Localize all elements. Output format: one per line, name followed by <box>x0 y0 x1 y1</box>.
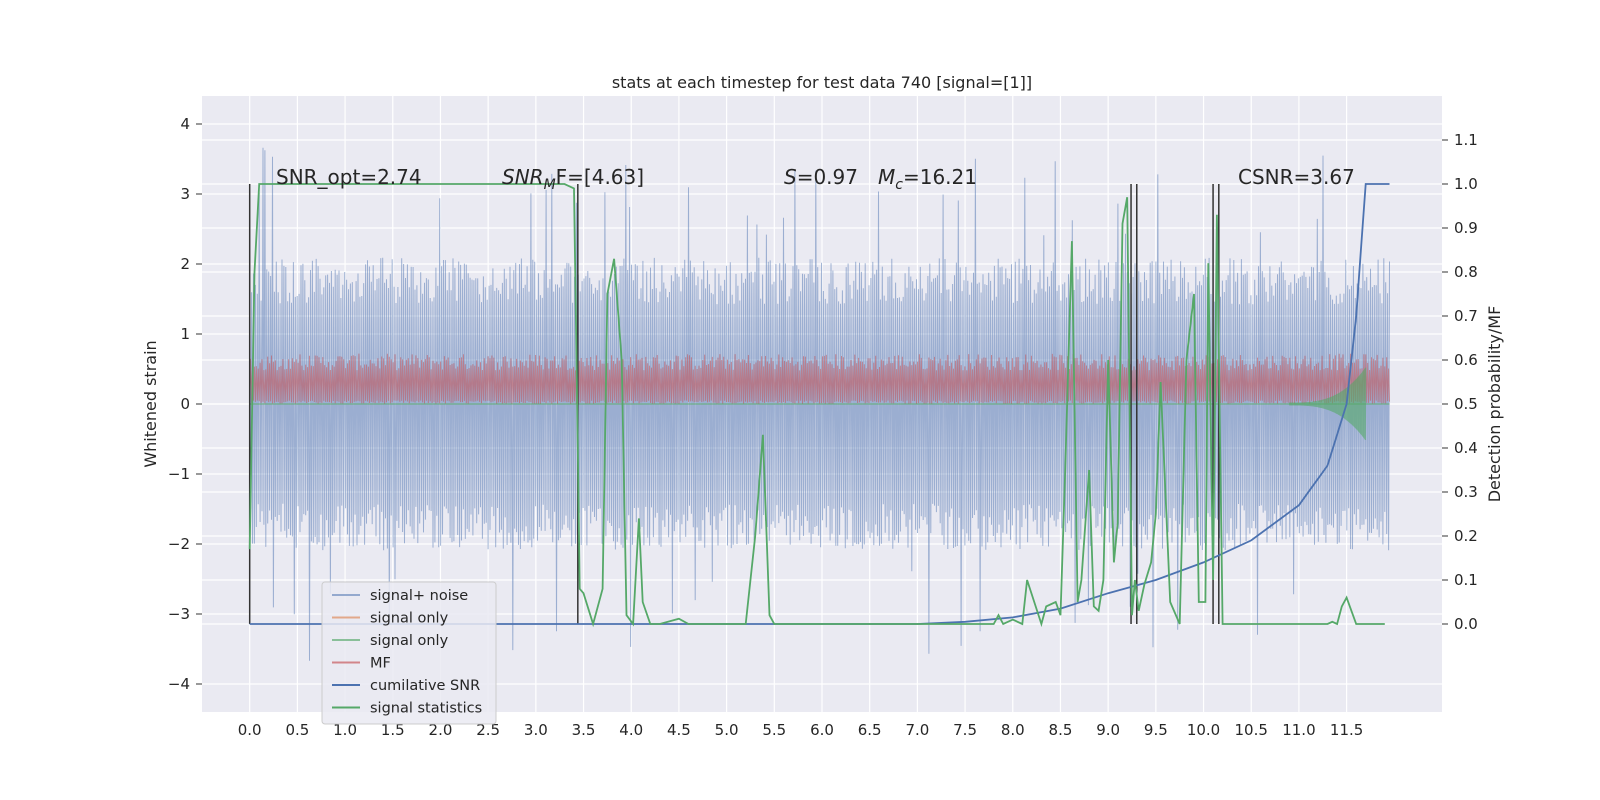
legend-label: signal+ noise <box>370 588 468 604</box>
y-tick-label-right: 0.8 <box>1454 263 1478 281</box>
y-tick-label-left: −4 <box>168 675 190 693</box>
s-value: =0.97 <box>797 165 858 189</box>
x-tick-label: 7.5 <box>953 721 977 739</box>
legend-label: cumilative SNR <box>370 678 480 694</box>
x-tick-label: 5.0 <box>715 721 739 739</box>
x-tick-label: 2.0 <box>429 721 453 739</box>
y-tick-label-left: 1 <box>180 325 190 343</box>
x-tick-label: 0.0 <box>238 721 262 739</box>
x-tick-label: 1.0 <box>333 721 357 739</box>
legend-label: signal statistics <box>370 701 482 717</box>
x-tick-label: 11.0 <box>1282 721 1315 739</box>
y-tick-label-right: 1.0 <box>1454 175 1478 193</box>
x-tick-label: 7.0 <box>905 721 929 739</box>
legend-label: MF <box>370 656 391 672</box>
x-tick-label: 1.5 <box>381 721 405 739</box>
y-tick-label-right: 1.1 <box>1454 131 1478 149</box>
y-axis-label-left: Whitened strain <box>141 340 160 467</box>
y-tick-label-left: −1 <box>168 465 190 483</box>
y-tick-label-right: 0.3 <box>1454 483 1478 501</box>
signal-statistics-series <box>248 183 1385 628</box>
y-tick-label-right: 0.0 <box>1454 615 1478 633</box>
annotation-csnr: CSNR=3.67 <box>1238 165 1355 189</box>
x-tick-label: 0.5 <box>285 721 309 739</box>
mc-sub: c <box>895 177 903 193</box>
y-tick-label-right: 0.1 <box>1454 571 1478 589</box>
x-tick-label: 8.5 <box>1049 721 1073 739</box>
y-tick-label-left: 0 <box>180 395 190 413</box>
snr-mf-sub: M <box>544 177 556 193</box>
y-tick-label-right: 0.5 <box>1454 395 1478 413</box>
legend-label: signal only <box>370 633 449 649</box>
y-tick-label-right: 0.7 <box>1454 307 1478 325</box>
x-tick-label: 9.0 <box>1096 721 1120 739</box>
x-tick-label: 6.0 <box>810 721 834 739</box>
annotation-snr-opt: SNR_opt=2.74 <box>276 165 422 189</box>
legend-box <box>321 581 497 725</box>
x-tick-label: 3.5 <box>572 721 596 739</box>
y-tick-label-left: 3 <box>180 185 190 203</box>
annotation-s-mc: S=0.97 Mc=16.21 <box>784 165 977 193</box>
snr-mf-rest: F=[4.63] <box>556 165 644 189</box>
y-tick-label-right: 0.9 <box>1454 219 1478 237</box>
x-tick-label: 4.0 <box>619 721 643 739</box>
x-tick-label: 8.0 <box>1001 721 1025 739</box>
series-cumulative-snr <box>249 183 1390 625</box>
mf-series <box>249 353 1390 441</box>
series-signal-statistics <box>248 183 1385 628</box>
x-tick-label: 4.5 <box>667 721 691 739</box>
x-tick-label: 11.5 <box>1330 721 1363 739</box>
legend: signal+ noise signal only signal only MF cum… <box>321 581 497 725</box>
x-tick-label: 9.5 <box>1144 721 1168 739</box>
signal-noise-series <box>249 147 1390 661</box>
s-label: S <box>784 165 797 189</box>
legend-label: signal only <box>370 611 449 627</box>
x-tick-label: 3.0 <box>524 721 548 739</box>
y-tick-label-left: −3 <box>168 605 190 623</box>
mc-value: =16.21 <box>903 165 977 189</box>
y-axis-label-right: Detection probability/MF <box>1485 306 1504 503</box>
y-tick-label-right: 0.4 <box>1454 439 1478 457</box>
annotation-snr-mf: SNRMF=[4.63] <box>502 165 644 193</box>
mc-label: M <box>878 165 895 189</box>
chart-title: stats at each timestep for test data 740… <box>612 73 1032 92</box>
cumulative-snr-series <box>249 183 1390 625</box>
y-tick-label-left: 4 <box>180 115 190 133</box>
x-tick-label: 5.5 <box>762 721 786 739</box>
y-tick-label-left: −2 <box>168 535 190 553</box>
axis-ticks: 0.0 0.5 1.0 1.5 2.0 2.5 3.0 3.5 4.0 4.5 5.0 5.5 6.0 6… <box>168 115 1478 739</box>
x-tick-label: 10.5 <box>1235 721 1268 739</box>
y-tick-label-right: 0.6 <box>1454 351 1478 369</box>
x-tick-label: 6.5 <box>858 721 882 739</box>
y-tick-label-right: 0.2 <box>1454 527 1478 545</box>
series-signal-noise <box>249 147 1390 661</box>
x-tick-label: 10.0 <box>1187 721 1220 739</box>
x-tick-label: 2.5 <box>476 721 500 739</box>
y-tick-label-left: 2 <box>180 255 190 273</box>
snr-mf-base: SNR <box>502 165 544 189</box>
